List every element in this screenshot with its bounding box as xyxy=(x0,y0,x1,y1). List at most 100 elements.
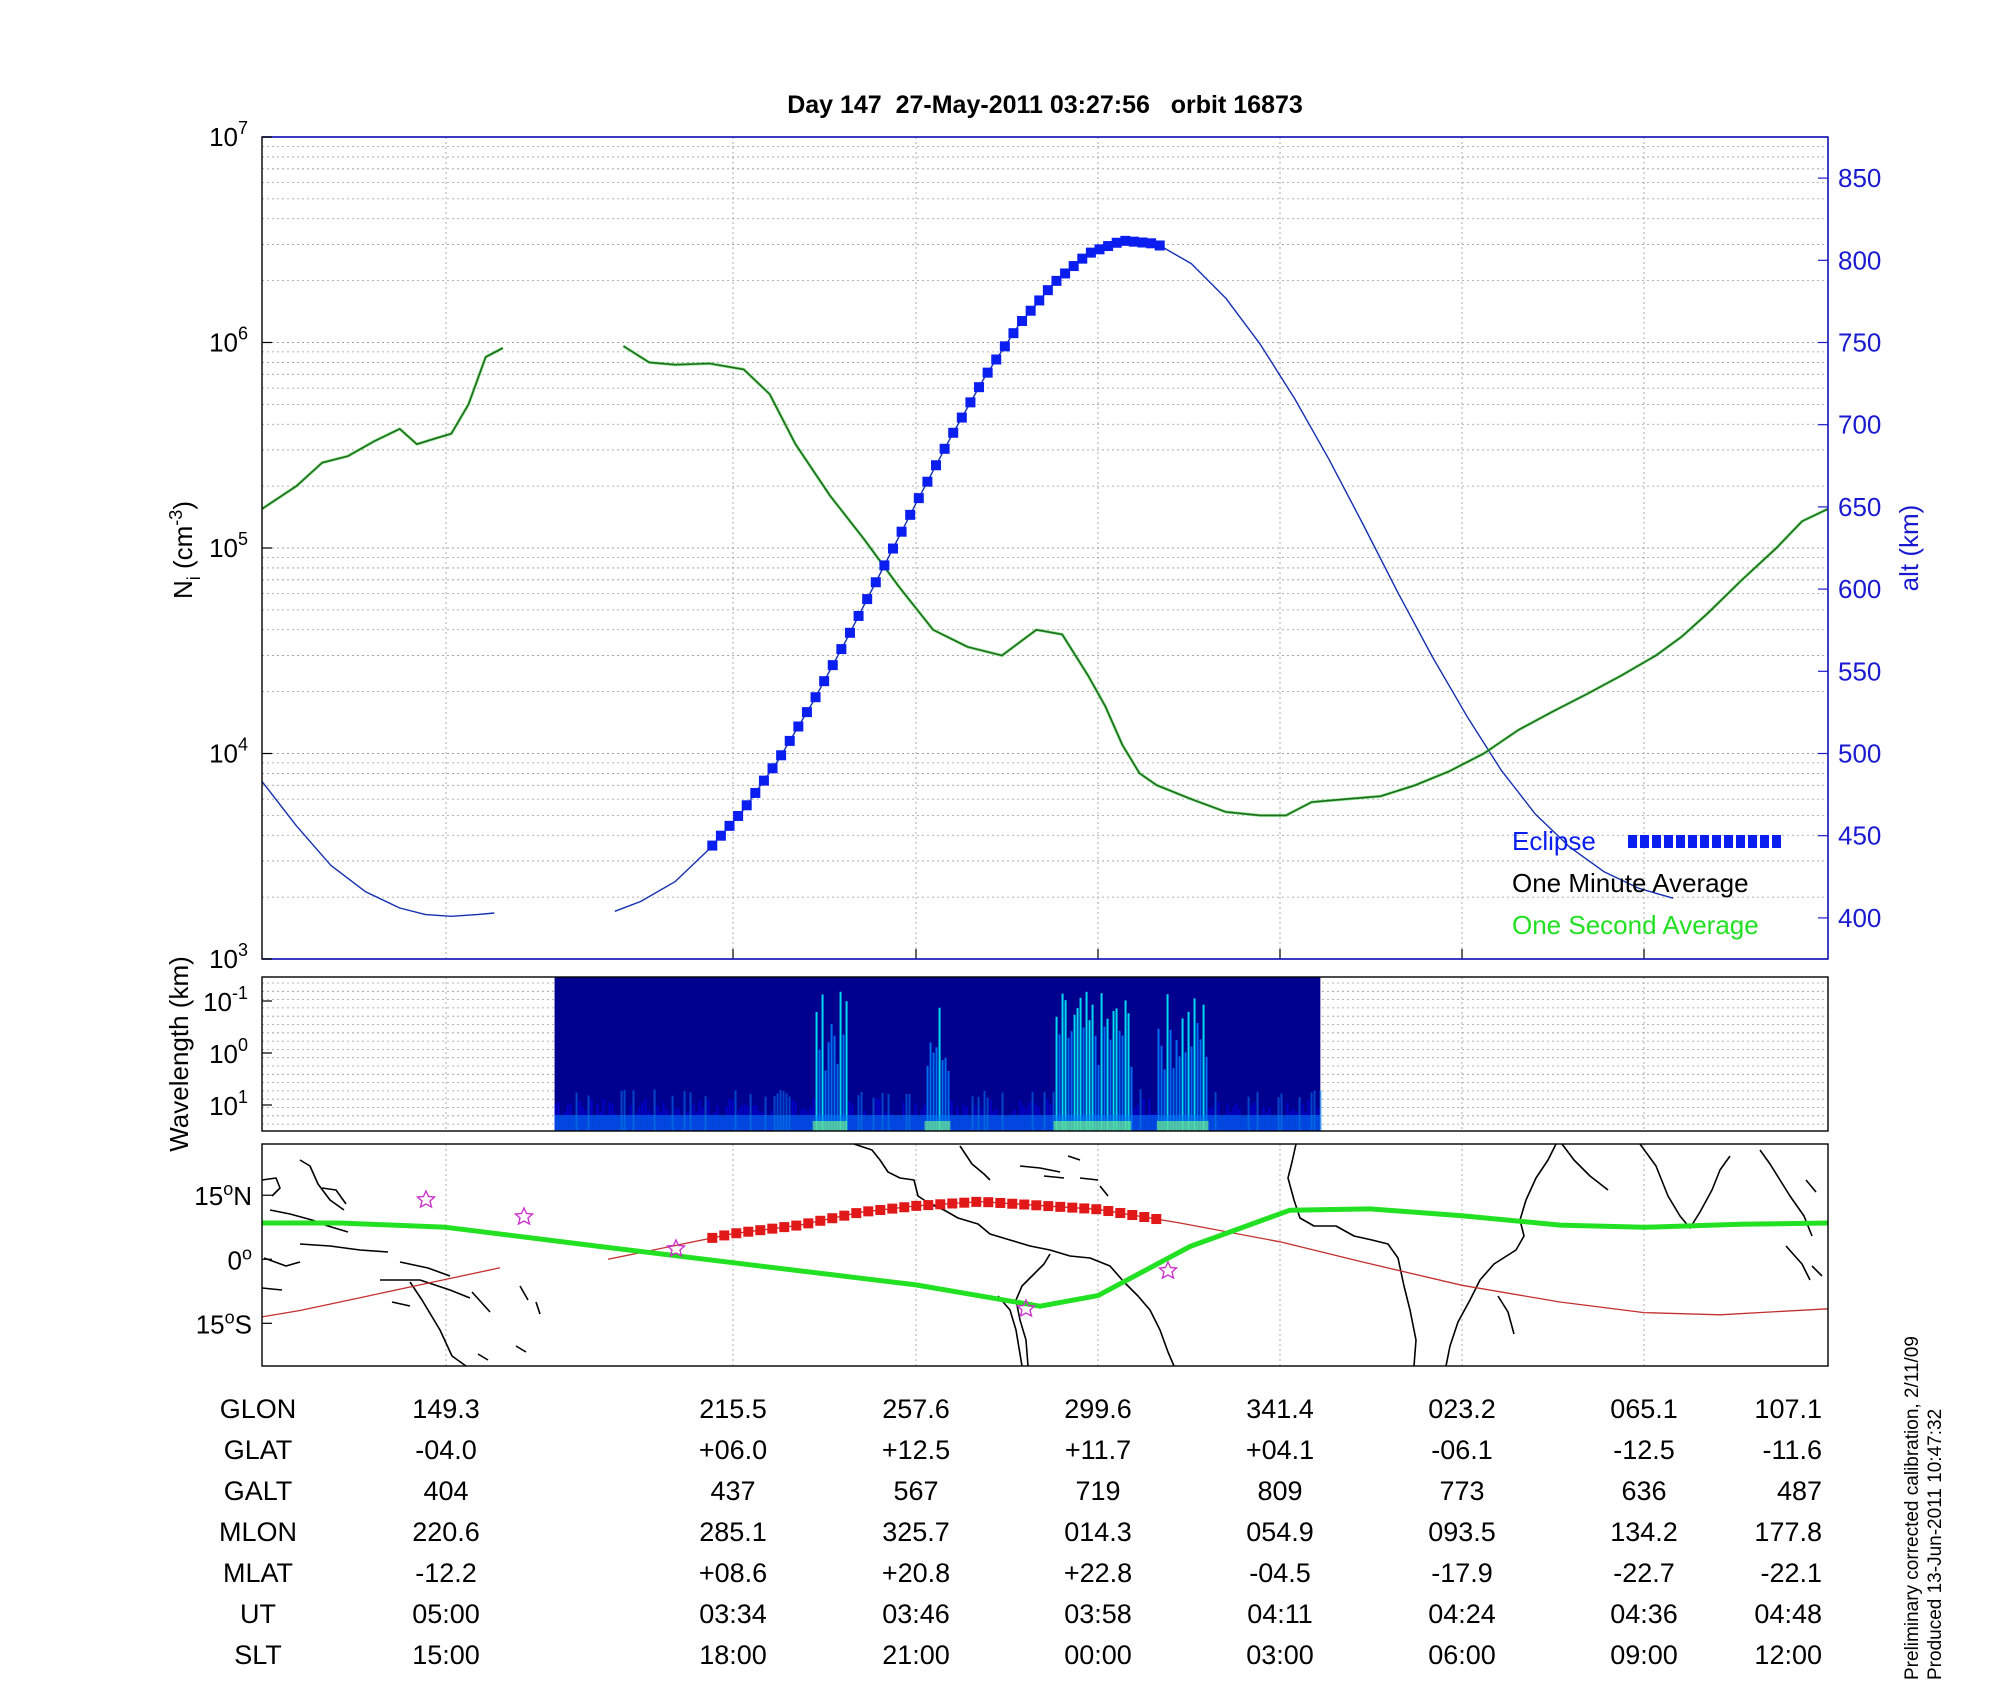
track-eclipse-marker xyxy=(1043,1201,1054,1212)
event-star-icon xyxy=(1157,1260,1179,1280)
track-eclipse-marker xyxy=(899,1202,910,1213)
table-cell: -17.9 xyxy=(1431,1558,1493,1588)
track-eclipse-marker xyxy=(1067,1202,1078,1213)
spectrogram-frame xyxy=(261,976,1829,1132)
table-cell: +20.8 xyxy=(882,1558,950,1588)
eclipse-marker xyxy=(758,775,769,786)
altitude-y-tick-label: 800 xyxy=(1838,245,1881,275)
track-eclipse-marker xyxy=(1103,1206,1114,1217)
track-line xyxy=(261,1267,501,1318)
table-cell: 107.1 xyxy=(1754,1394,1822,1424)
altitude-y-tick-label: 500 xyxy=(1838,739,1881,769)
table-cell: 03:58 xyxy=(1064,1599,1132,1629)
table-cell: 06:00 xyxy=(1428,1640,1496,1670)
table-cell: 18:00 xyxy=(699,1640,767,1670)
eclipse-marker xyxy=(767,763,778,774)
map-y-tick-label: 0o xyxy=(228,1243,252,1275)
table-cell: 12:00 xyxy=(1754,1640,1822,1670)
altitude-y-tick-label: 550 xyxy=(1838,656,1881,686)
track-eclipse-marker xyxy=(779,1222,790,1233)
table-cell: -22.1 xyxy=(1760,1558,1822,1588)
magnetic-equator xyxy=(262,1206,1829,1309)
table-row-label: SLT xyxy=(234,1640,282,1670)
map-panel: 15oN 0o 15oS xyxy=(194,1143,1829,1367)
event-star-icon xyxy=(665,1238,687,1258)
eclipse-marker xyxy=(862,594,873,605)
eclipse-marker xyxy=(956,412,967,423)
eclipse-marker xyxy=(922,476,933,487)
eclipse-marker xyxy=(1068,261,1079,272)
eclipse-marker xyxy=(819,676,830,687)
eclipse-marker xyxy=(853,610,864,621)
table-cell: +11.7 xyxy=(1065,1435,1131,1465)
eclipse-marker xyxy=(776,750,787,761)
track-eclipse-marker xyxy=(1127,1210,1138,1221)
map-frame xyxy=(261,1143,1829,1367)
event-markers xyxy=(415,1189,1179,1318)
table-cell: 15:00 xyxy=(412,1640,480,1670)
table-cell: 299.6 xyxy=(1064,1394,1132,1424)
spectrogram-y-tick-label: 10-1 xyxy=(203,983,248,1017)
spectrogram-y-tick-label: 101 xyxy=(209,1087,248,1121)
eclipse-marker xyxy=(1111,237,1122,248)
altitude-y-tick-label: 650 xyxy=(1838,492,1881,522)
table-cell: 809 xyxy=(1257,1476,1302,1506)
map-y-tick-label: 15oS xyxy=(196,1307,252,1339)
density-curve xyxy=(261,344,1829,817)
eclipse-marker xyxy=(965,397,976,408)
eclipse-marker xyxy=(870,577,881,588)
eclipse-markers xyxy=(707,235,1165,851)
table-cell: +06.0 xyxy=(699,1435,767,1465)
density-one-minute-line xyxy=(622,345,1683,817)
track-eclipse-marker xyxy=(1019,1199,1030,1210)
eclipse-marker xyxy=(1094,244,1105,255)
eclipse-marker xyxy=(750,787,761,798)
event-star-icon xyxy=(1015,1298,1037,1318)
eclipse-marker xyxy=(1137,237,1148,248)
altitude-line xyxy=(261,780,495,917)
density-y-ticks: 103 104 105 106 107 xyxy=(209,118,272,974)
table-cell: -04.0 xyxy=(415,1435,477,1465)
map-y-tick-label: 15oN xyxy=(194,1179,252,1211)
track-eclipse-marker xyxy=(1151,1214,1162,1225)
track-eclipse-marker xyxy=(959,1197,970,1208)
produced-note: Produced 13-Jun-2011 10:47:32 xyxy=(1925,1409,1946,1680)
eclipse-marker xyxy=(1120,235,1131,246)
track-eclipse-marker xyxy=(743,1226,754,1237)
eclipse-marker xyxy=(982,367,993,378)
eclipse-marker xyxy=(1077,253,1088,264)
table-cell: 03:46 xyxy=(882,1599,950,1629)
density-y-tick-label: 107 xyxy=(209,118,248,152)
track-eclipse-marker xyxy=(1139,1212,1150,1223)
legend-eclipse: Eclipse xyxy=(1512,826,1596,856)
eclipse-marker xyxy=(827,660,838,671)
eclipse-marker xyxy=(784,735,795,746)
track-eclipse-marker xyxy=(983,1197,994,1208)
altitude-y-tick-label: 750 xyxy=(1838,328,1881,358)
track-eclipse-marker xyxy=(815,1215,826,1226)
table-cell: 487 xyxy=(1777,1476,1822,1506)
eclipse-marker xyxy=(999,341,1010,352)
eclipse-marker xyxy=(1042,285,1053,296)
track-eclipse-marker xyxy=(911,1200,922,1211)
table-row-label: GALT xyxy=(224,1476,293,1506)
eclipse-marker xyxy=(741,800,752,811)
eclipse-marker xyxy=(1103,241,1114,252)
altitude-y-tick-label: 700 xyxy=(1838,410,1881,440)
track-eclipse-marker xyxy=(1079,1203,1090,1214)
table-cell: 21:00 xyxy=(882,1640,950,1670)
eclipse-marker xyxy=(1034,295,1045,306)
table-cell: 014.3 xyxy=(1064,1517,1132,1547)
table-row-label: UT xyxy=(240,1599,276,1629)
eclipse-marker xyxy=(931,460,942,471)
table-cell: 773 xyxy=(1439,1476,1484,1506)
table-cell: 134.2 xyxy=(1610,1517,1678,1547)
table-cell: 03:00 xyxy=(1246,1640,1314,1670)
spectrogram-grid xyxy=(262,977,1828,1131)
track-eclipse-marker xyxy=(1091,1204,1102,1215)
eclipse-marker xyxy=(974,382,985,393)
altitude-y-tick-label: 600 xyxy=(1838,574,1881,604)
table-cell: 215.5 xyxy=(699,1394,767,1424)
eclipse-marker xyxy=(913,493,924,504)
